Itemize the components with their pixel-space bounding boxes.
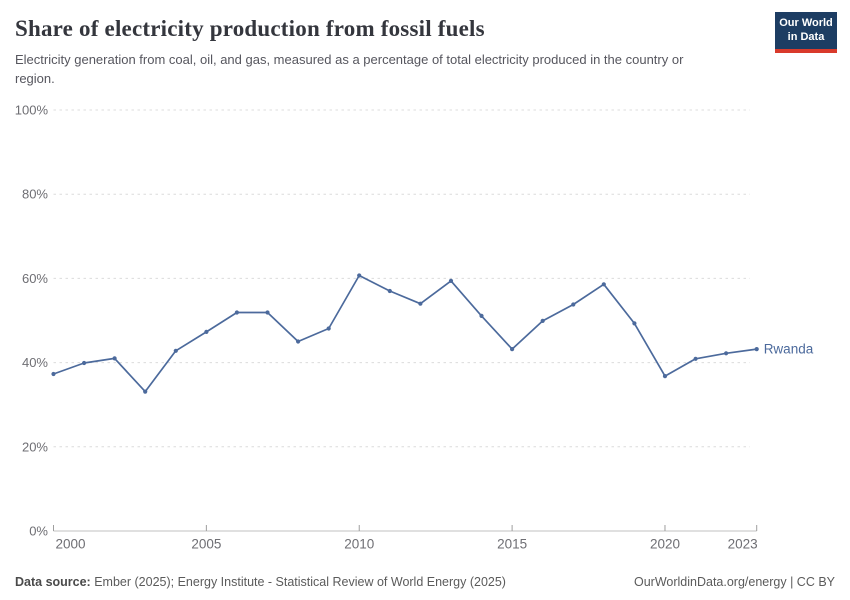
data-point[interactable] [204,329,209,334]
data-point[interactable] [143,389,148,394]
data-point[interactable] [724,351,729,356]
data-point[interactable] [326,326,331,331]
data-point[interactable] [448,278,454,283]
y-tick-label: 80% [22,187,48,202]
y-tick-label: 0% [29,524,48,539]
y-tick-label: 40% [22,355,48,370]
data-point[interactable] [112,356,117,361]
data-source-label: Data source: [15,575,91,589]
data-point[interactable] [540,318,545,323]
owid-logo[interactable]: Our World in Data [775,12,837,53]
data-point[interactable] [571,302,576,307]
y-tick-label: 20% [22,439,48,454]
data-point[interactable] [479,313,484,318]
data-source-text: Ember (2025); Energy Institute - Statist… [94,575,506,589]
data-point[interactable] [51,371,56,377]
data-point[interactable] [754,347,759,352]
x-tick-label: 2020 [650,537,680,552]
x-tick-label: 2010 [344,537,374,552]
data-point[interactable] [632,321,637,326]
data-point[interactable] [509,347,515,352]
x-tick-label: 2000 [56,537,86,552]
data-point[interactable] [265,310,270,315]
chart-footer: Data source: Ember (2025); Energy Instit… [15,575,835,589]
series-label[interactable]: Rwanda [764,342,814,357]
footer-link[interactable]: OurWorldinData.org/energy | CC BY [633,575,835,589]
y-tick-label: 60% [22,271,48,286]
owid-logo-line2: in Data [787,30,825,43]
data-source: Data source: Ember (2025); Energy Instit… [15,575,506,589]
x-tick-label: 2023 [728,537,758,552]
data-point[interactable] [234,310,239,315]
x-tick-label: 2005 [191,537,221,552]
chart-header: Share of electricity production from fos… [0,0,850,89]
data-point[interactable] [418,301,423,306]
data-point[interactable] [82,360,87,366]
data-point[interactable] [387,288,392,294]
owid-logo-line1: Our World [779,17,833,29]
data-point[interactable] [357,273,362,278]
data-point[interactable] [296,339,301,344]
data-point[interactable] [693,356,698,361]
page-title: Share of electricity production from fos… [15,16,485,41]
data-point[interactable] [173,348,178,353]
data-point[interactable] [601,282,606,287]
y-tick-label: 100% [15,103,49,118]
data-line[interactable] [52,274,758,393]
data-point[interactable] [662,374,668,379]
x-tick-label: 2015 [497,537,527,552]
chart-subtitle: Electricity generation from coal, oil, a… [15,52,684,86]
